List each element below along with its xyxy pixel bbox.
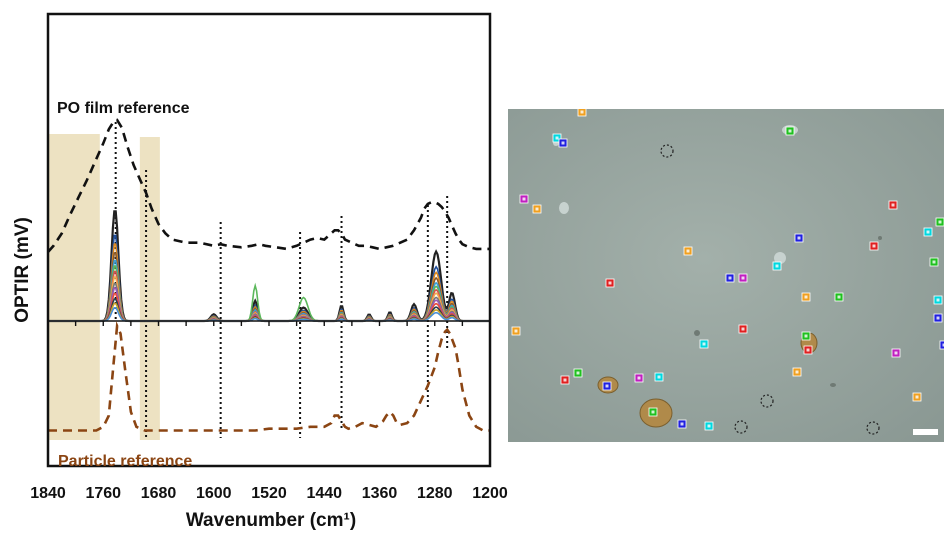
plot-frame — [46, 12, 492, 468]
dashed-circle-marker — [734, 420, 748, 434]
marker-square — [552, 133, 562, 143]
marker-square — [803, 345, 813, 355]
marker-square — [785, 126, 795, 136]
marker-square — [725, 273, 735, 283]
marker-square — [738, 273, 748, 283]
x-tick-label: 1280 — [417, 485, 453, 502]
marker-square — [869, 241, 879, 251]
x-tick-label: 1680 — [141, 485, 177, 502]
marker-square — [573, 368, 583, 378]
dashed-circle-markers — [660, 144, 880, 435]
marker-square — [577, 109, 587, 117]
marker-square — [560, 375, 570, 385]
marker-square — [834, 292, 844, 302]
marker-square — [677, 419, 687, 429]
y-axis-title: OPTIR (mV) — [12, 217, 33, 323]
marker-square — [933, 295, 943, 305]
spectra-chart: 1840 1760 1680 1600 1520 1440 1360 1280 1200 PO … — [12, 12, 508, 531]
x-tick-label: 1440 — [306, 485, 342, 502]
particle — [694, 330, 700, 336]
marker-square — [699, 339, 709, 349]
dashed-circle-marker — [760, 394, 774, 408]
baseline-ticks — [47, 321, 491, 326]
particle — [830, 383, 836, 387]
marker-square — [634, 373, 644, 383]
x-tick-label: 1840 — [30, 485, 66, 502]
marker-square — [933, 313, 943, 323]
marker-square — [532, 204, 542, 214]
x-tick-label: 1200 — [472, 485, 508, 502]
dashed-circle-marker — [660, 144, 674, 158]
particle — [559, 202, 569, 214]
particle-reference-curve — [48, 321, 490, 432]
marker-square — [929, 257, 939, 267]
shaded-region-2 — [139, 137, 160, 440]
marker-square — [888, 200, 898, 210]
marker-square — [801, 331, 811, 341]
marker-square — [912, 392, 922, 402]
marker-lines — [114, 122, 449, 438]
x-tick-labels: 1840 1760 1680 1600 1520 1440 1360 1280 1200 — [30, 485, 508, 502]
x-tick-label: 1520 — [251, 485, 287, 502]
reference-curves — [47, 118, 490, 432]
marker-square — [801, 292, 811, 302]
marker-square — [891, 348, 901, 358]
x-tick-label: 1600 — [196, 485, 232, 502]
marker-square — [602, 381, 612, 391]
particle — [878, 236, 882, 240]
marker-square — [654, 372, 664, 382]
marker-square — [794, 233, 804, 243]
x-tick-label: 1360 — [362, 485, 398, 502]
marker-square — [558, 138, 568, 148]
marker-square — [935, 217, 944, 227]
marker-square — [792, 367, 802, 377]
shaded-region-1 — [48, 134, 100, 440]
film-reference-curve — [47, 118, 490, 253]
marker-square — [511, 326, 521, 336]
marker-square — [519, 194, 529, 204]
x-axis-title: Wavenumber (cm¹) — [186, 510, 356, 531]
marker-square — [648, 407, 658, 417]
marker-square — [939, 340, 944, 350]
marker-square — [704, 421, 714, 431]
particles — [553, 125, 882, 428]
marker-square — [923, 227, 933, 237]
particle-ref-label: Particle reference — [58, 453, 192, 470]
dashed-circle-marker — [866, 421, 880, 435]
film-ref-label: PO film reference — [57, 100, 190, 117]
marker-square — [738, 324, 748, 334]
x-tick-label: 1760 — [85, 485, 121, 502]
marker-square — [605, 278, 615, 288]
particle-spectra — [48, 210, 490, 323]
particle — [774, 252, 786, 264]
scale-bar — [913, 429, 938, 435]
marker-square — [683, 246, 693, 256]
marker-square — [772, 261, 782, 271]
particle-markers — [511, 109, 944, 431]
microscopy-image — [508, 109, 944, 442]
